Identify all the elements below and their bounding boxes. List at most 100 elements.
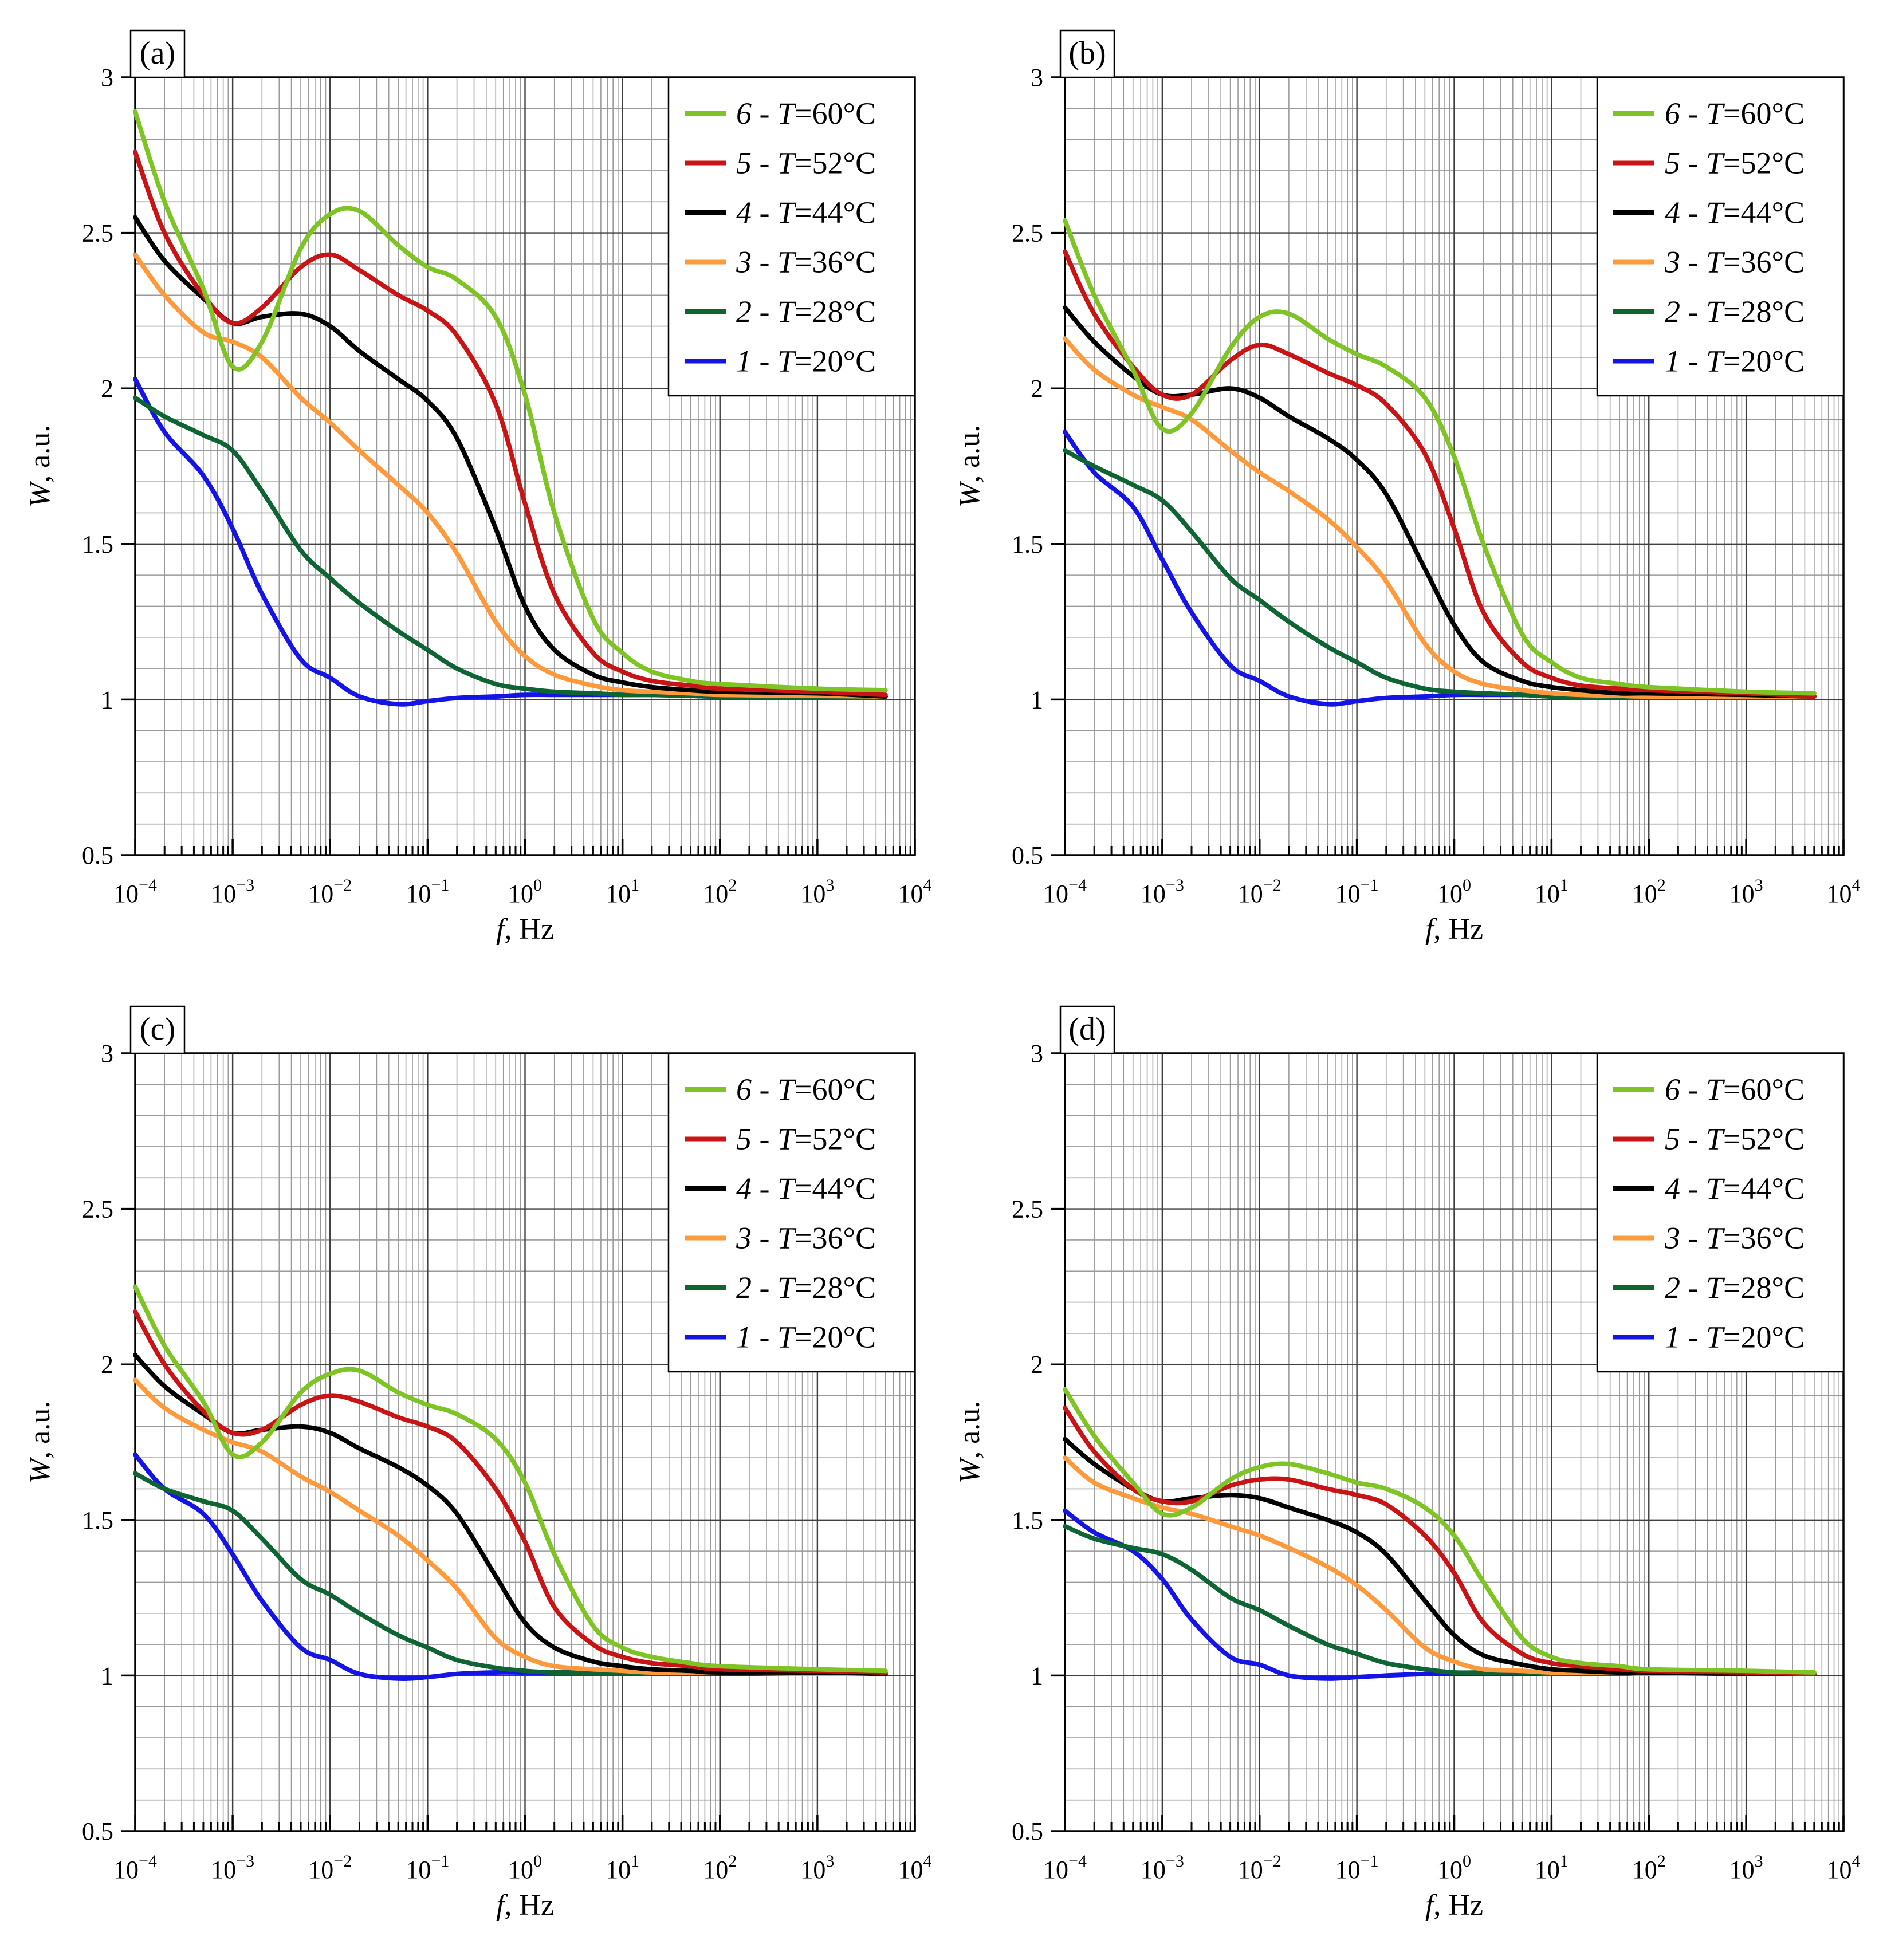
chart-panel: 10−4 10−3 10−2 10−1 100 101 102 103 104 0.5 1 1.5 2 2… <box>953 1005 1861 1922</box>
panel-label-box <box>129 29 186 78</box>
x-tick-label: 10−4 <box>113 1852 157 1884</box>
legend: 6 - T=60°C 5 - T=52°C 4 - T=44°C 3 - T=36°C… <box>667 76 916 397</box>
panel-label-text: (d) <box>1068 1012 1106 1047</box>
y-tick-label: 1 <box>1031 1662 1043 1690</box>
panel-label-text: (b) <box>1068 36 1106 71</box>
legend-entry: 6 - T=60°C <box>736 1072 876 1107</box>
legend-entry: 5 - T=52°C <box>736 146 876 180</box>
y-tick-label: 0.5 <box>1012 841 1043 869</box>
legend-entry: 2 - T=28°C <box>1665 294 1805 329</box>
x-tick-label: 102 <box>1632 876 1666 908</box>
x-tick-label: 100 <box>508 1852 542 1884</box>
x-tick-label: 10−2 <box>308 1852 352 1884</box>
plot-frame <box>1064 76 1845 856</box>
panel-label-text: (c) <box>140 1012 175 1047</box>
x-tick-label: 104 <box>1827 876 1861 908</box>
legend-entry: 1 - T=20°C <box>736 1320 876 1355</box>
x-axis-label: f, Hz <box>1425 1889 1483 1922</box>
series-line-6 <box>133 109 888 693</box>
legend-box <box>1596 76 1845 397</box>
x-tick-label: 10−4 <box>113 876 157 908</box>
panel-label: (d) <box>1059 1005 1115 1054</box>
x-tick-label: 104 <box>1827 1852 1861 1884</box>
chart-panel: 10−4 10−3 10−2 10−1 100 101 102 103 104 0.5 1 1.5 2 2… <box>953 29 1861 946</box>
x-tick-label: 10−2 <box>1238 1852 1282 1884</box>
series-group <box>133 109 888 707</box>
legend-entry: 1 - T=20°C <box>1665 344 1805 379</box>
y-tick-label: 1.5 <box>1012 1506 1043 1534</box>
panel-label: (a) <box>129 29 186 78</box>
x-axis-label: f, Hz <box>496 913 554 946</box>
x-tick-label: 10−3 <box>1141 1852 1184 1884</box>
legend-entry: 6 - T=60°C <box>1665 96 1805 131</box>
legend-entry: 2 - T=28°C <box>736 1270 876 1305</box>
y-axis-label: W, a.u. <box>953 425 986 507</box>
y-tick-label: 1.5 <box>82 1506 113 1534</box>
x-tick-label: 10−2 <box>308 876 352 908</box>
legend-entry: 1 - T=20°C <box>736 344 876 379</box>
legend-entry: 4 - T=44°C <box>1665 1171 1805 1206</box>
y-tick-label: 3 <box>1031 1040 1043 1068</box>
y-tick-label: 3 <box>101 64 113 92</box>
legend-box <box>667 76 916 397</box>
x-tick-label: 10−4 <box>1043 876 1087 908</box>
legend: 6 - T=60°C 5 - T=52°C 4 - T=44°C 3 - T=36°C… <box>1596 1052 1845 1373</box>
x-tick-label: 10−3 <box>1141 876 1184 908</box>
series-line-5 <box>1063 249 1817 699</box>
legend-entry: 2 - T=28°C <box>736 294 876 329</box>
x-tick-label: 10−3 <box>211 876 254 908</box>
series-line-3 <box>1063 336 1817 699</box>
chart-panel: 10−4 10−3 10−2 10−1 100 101 102 103 104 0.5 1 1.5 2 2… <box>23 1005 932 1922</box>
plot-frame <box>1064 1052 1845 1832</box>
x-tick-label: 102 <box>703 876 737 908</box>
y-tick-label: 2.5 <box>1012 219 1043 247</box>
panel-label: (b) <box>1059 29 1115 78</box>
series-line-6 <box>1063 218 1817 696</box>
legend-entry: 5 - T=52°C <box>736 1122 876 1156</box>
legend-entry: 1 - T=20°C <box>1665 1320 1805 1355</box>
y-tick-label: 1.5 <box>1012 530 1043 558</box>
x-tick-label: 10−2 <box>1238 876 1282 908</box>
y-tick-label: 2 <box>1031 1351 1043 1379</box>
x-tick-label: 104 <box>898 1852 932 1884</box>
x-tick-label: 10−1 <box>406 1852 449 1884</box>
y-tick-label: 2 <box>1031 375 1043 403</box>
x-tick-label: 10−1 <box>1335 1852 1379 1884</box>
plot-frame <box>134 76 916 856</box>
y-axis-label: W, a.u. <box>953 1401 986 1483</box>
x-tick-label: 103 <box>800 876 834 908</box>
y-tick-label: 0.5 <box>82 841 113 869</box>
legend-entry: 3 - T=36°C <box>1664 1221 1805 1255</box>
x-tick-label: 10−1 <box>1335 876 1379 908</box>
y-tick-label: 0.5 <box>82 1817 113 1845</box>
y-axis-label: W, a.u. <box>23 425 56 507</box>
legend-entry: 6 - T=60°C <box>1665 1072 1805 1107</box>
y-tick-label: 1 <box>101 686 113 714</box>
x-tick-label: 101 <box>1535 1852 1569 1884</box>
y-tick-label: 1 <box>1031 686 1043 714</box>
x-tick-label: 101 <box>606 876 639 908</box>
legend: 6 - T=60°C 5 - T=52°C 4 - T=44°C 3 - T=36°C… <box>667 1052 916 1373</box>
x-tick-label: 100 <box>1437 876 1471 908</box>
x-tick-label: 100 <box>508 876 542 908</box>
y-tick-label: 2 <box>101 375 113 403</box>
legend-entry: 4 - T=44°C <box>1665 195 1805 230</box>
x-tick-label: 10−3 <box>211 1852 254 1884</box>
series-group <box>1063 1387 1817 1681</box>
y-tick-label: 3 <box>1031 64 1043 92</box>
legend-entry: 5 - T=52°C <box>1665 146 1805 180</box>
x-tick-label: 10−4 <box>1043 1852 1087 1884</box>
legend-entry: 4 - T=44°C <box>736 1171 876 1206</box>
x-tick-label: 103 <box>1729 876 1763 908</box>
panel-label-box <box>1059 1005 1115 1054</box>
series-line-6 <box>1063 1387 1817 1675</box>
y-tick-label: 1 <box>101 1662 113 1690</box>
x-tick-label: 103 <box>1729 1852 1763 1884</box>
panel-label-box <box>1059 29 1115 78</box>
y-tick-label: 1.5 <box>82 530 113 558</box>
y-tick-label: 2 <box>101 1351 113 1379</box>
series-line-2 <box>133 395 888 699</box>
panel-label-text: (a) <box>140 36 175 71</box>
y-tick-label: 2.5 <box>1012 1195 1043 1223</box>
